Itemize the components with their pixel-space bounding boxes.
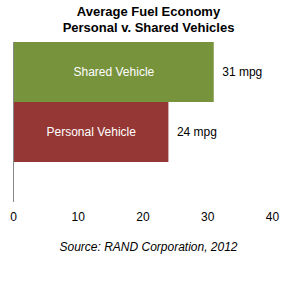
svg-text:Personal Vehicle: Personal Vehicle — [47, 125, 137, 139]
svg-text:0: 0 — [10, 210, 17, 224]
svg-text:10: 10 — [72, 210, 86, 224]
svg-text:40: 40 — [266, 210, 280, 224]
svg-text:31 mpg: 31 mpg — [222, 65, 262, 79]
svg-text:Shared Vehicle: Shared Vehicle — [73, 65, 154, 79]
svg-text:24 mpg: 24 mpg — [177, 125, 217, 139]
html-text:Source: RAND Corporation, 2012: Source: RAND Corporation, 2012 — [59, 240, 238, 254]
html-text:Personal v. Shared Vehicles: Personal v. Shared Vehicles — [62, 20, 235, 35]
svg-text:20: 20 — [136, 210, 150, 224]
svg-text:30: 30 — [201, 210, 215, 224]
html-text:Average Fuel Economy: Average Fuel Economy — [76, 4, 221, 19]
